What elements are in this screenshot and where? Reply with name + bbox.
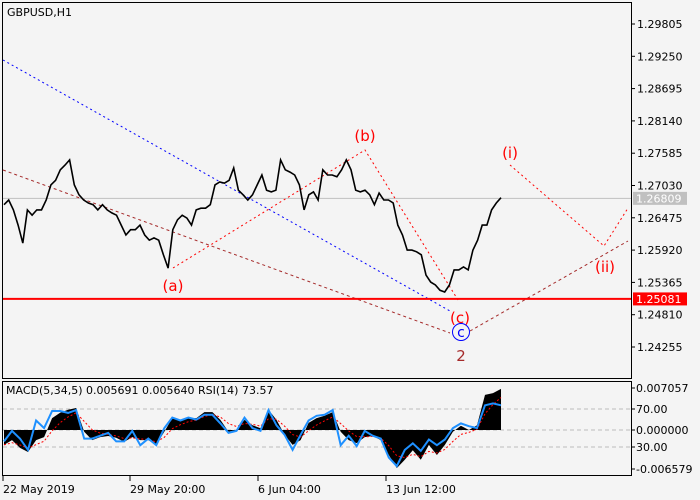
wave-label-a: (a) — [163, 277, 184, 295]
indicator-tick-label: 0.000000 — [636, 424, 689, 437]
wave-label-ii: (ii) — [595, 258, 615, 276]
wave-label-2: 2 — [456, 347, 466, 365]
main-chart-frame — [2, 2, 632, 379]
indicator-label: MACD(5,34,5) 0.005691 0.005640 RSI(14) 7… — [6, 384, 273, 397]
price-tick-label: 1.24810 — [637, 309, 683, 322]
brown-trend-line-up — [469, 240, 629, 332]
blue-trend-line — [2, 59, 451, 312]
price-tick-label: 1.28140 — [637, 115, 683, 128]
wave-annotations — [2, 59, 629, 334]
price-tick-label: 1.26475 — [637, 212, 683, 225]
rsi-line — [3, 402, 502, 468]
time-tick-label: 22 May 2019 — [3, 483, 75, 496]
current-price-badge — [633, 191, 687, 205]
time-tick-label: 13 Jun 12:00 — [386, 483, 456, 496]
indicator-tick-label: 70.00 — [636, 403, 668, 416]
price-tick-label: 1.24255 — [637, 341, 683, 354]
support-price-label: 1.25081 — [636, 293, 682, 306]
price-tick-label: 1.27585 — [637, 147, 683, 160]
indicator-tick-label: 30.00 — [636, 441, 668, 454]
current-price-label: 1.26809 — [636, 192, 682, 205]
wave-circle-c — [452, 323, 470, 341]
price-tick-label: 1.25365 — [637, 276, 683, 289]
price-tick-label: 1.28695 — [637, 83, 683, 96]
price-axis: 1.29805 1.29250 1.28695 1.28140 1.27585 1.270… — [631, 18, 683, 354]
macd-signal-line — [3, 397, 502, 459]
time-tick-label: 29 May 20:00 — [130, 483, 205, 496]
indicator-tick-label: -0.006579 — [636, 463, 692, 476]
brown-trend-line-down — [2, 169, 451, 334]
indicator-axis: 0.007057 70.00 0.000000 30.00 -0.006579 — [631, 382, 692, 476]
support-price-badge — [633, 292, 687, 306]
wave-abc-line — [172, 149, 459, 301]
wave-label-c: c — [457, 325, 465, 341]
price-tick-label: 1.25920 — [637, 244, 683, 257]
time-axis: 22 May 2019 29 May 20:00 6 Jun 04:00 13 Jun… — [2, 476, 456, 496]
price-tick-label: 1.27030 — [637, 180, 683, 193]
price-tick-label: 1.29805 — [637, 18, 683, 31]
wave-i-ii-line — [509, 164, 629, 247]
wave-label-c-minor: (c) — [450, 309, 470, 327]
chart-title: GBPUSD,H1 — [7, 6, 72, 19]
wave-label-b: (b) — [354, 127, 375, 145]
indicator-tick-label: 0.007057 — [636, 382, 689, 395]
price-tick-label: 1.29250 — [637, 50, 683, 63]
price-series-line — [3, 157, 502, 293]
time-tick-label: 6 Jun 04:00 — [258, 483, 321, 496]
wave-label-i: (i) — [502, 144, 518, 162]
